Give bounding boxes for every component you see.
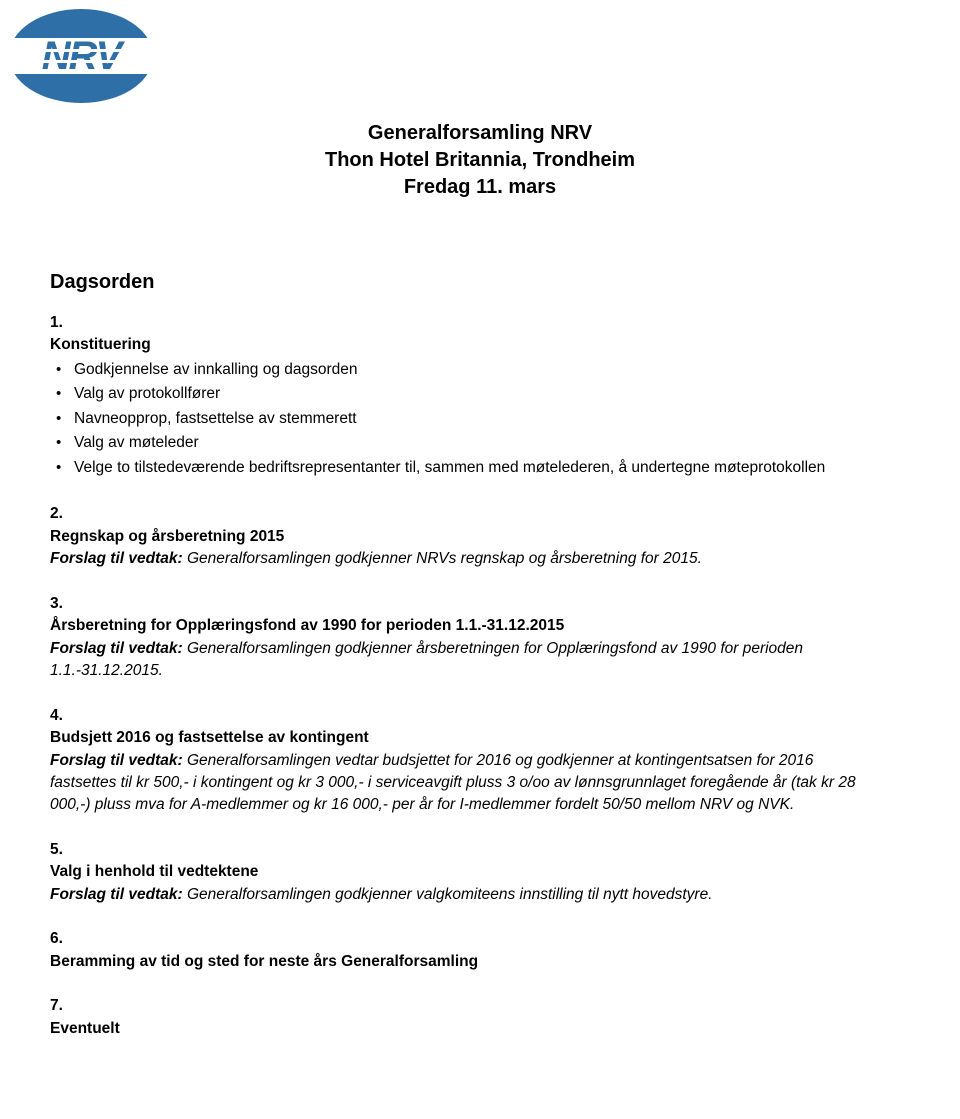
item-number: 5. bbox=[50, 839, 76, 861]
item-number: 4. bbox=[50, 705, 76, 727]
agenda-item-2: 2. Regnskap og årsberetning 2015 Forslag… bbox=[50, 503, 910, 570]
item-number: 7. bbox=[50, 995, 76, 1017]
agenda-item-4: 4. Budsjett 2016 og fastsettelse av kont… bbox=[50, 705, 910, 817]
item-title: Årsberetning for Opplæringsfond av 1990 … bbox=[50, 617, 564, 634]
proposal-label: Forslag til vedtak: bbox=[50, 640, 183, 657]
bullet: Navneopprop, fastsettelse av stemmerett bbox=[50, 408, 880, 430]
section-title-dagsorden: Dagsorden bbox=[50, 271, 910, 294]
svg-text:NRV: NRV bbox=[42, 34, 126, 78]
document-page: NRV Generalforsamling NRV Thon Hotel Bri… bbox=[0, 0, 960, 1119]
agenda-list: 1. Konstituering Godkjennelse av innkall… bbox=[50, 312, 910, 1040]
item-title: Eventuelt bbox=[50, 1020, 120, 1037]
document-header: Generalforsamling NRV Thon Hotel Britann… bbox=[50, 120, 910, 201]
proposal-label: Forslag til vedtak: bbox=[50, 886, 183, 903]
item-number: 1. bbox=[50, 312, 76, 334]
bullet: Godkjennelse av innkalling og dagsorden bbox=[50, 359, 880, 381]
item-title: Konstituering bbox=[50, 336, 151, 353]
nrv-logo: NRV bbox=[6, 6, 156, 111]
header-line-2: Thon Hotel Britannia, Trondheim bbox=[50, 147, 910, 174]
item-number: 2. bbox=[50, 503, 76, 525]
proposal-label: Forslag til vedtak: bbox=[50, 550, 183, 567]
agenda-item-6: 6. Beramming av tid og sted for neste år… bbox=[50, 928, 910, 973]
item-number: 6. bbox=[50, 928, 76, 950]
header-line-1: Generalforsamling NRV bbox=[50, 120, 910, 147]
proposal-text: Generalforsamlingen godkjenner NRVs regn… bbox=[183, 550, 702, 567]
header-line-3: Fredag 11. mars bbox=[50, 174, 910, 201]
bullet: Valg av protokollfører bbox=[50, 383, 880, 405]
item-title: Valg i henhold til vedtektene bbox=[50, 863, 258, 880]
item-number: 3. bbox=[50, 593, 76, 615]
item-title: Regnskap og årsberetning 2015 bbox=[50, 528, 284, 545]
item-title: Budsjett 2016 og fastsettelse av konting… bbox=[50, 729, 369, 746]
item-title: Beramming av tid og sted for neste års G… bbox=[50, 953, 478, 970]
bullet: Valg av møteleder bbox=[50, 432, 880, 454]
item-1-bullets: Godkjennelse av innkalling og dagsorden … bbox=[50, 359, 880, 479]
agenda-item-5: 5. Valg i henhold til vedtektene Forslag… bbox=[50, 839, 910, 906]
agenda-item-1: 1. Konstituering Godkjennelse av innkall… bbox=[50, 312, 910, 481]
agenda-item-3: 3. Årsberetning for Opplæringsfond av 19… bbox=[50, 593, 910, 683]
proposal-label: Forslag til vedtak: bbox=[50, 752, 183, 769]
agenda-item-7: 7. Eventuelt bbox=[50, 995, 910, 1040]
proposal-text: Generalforsamlingen godkjenner valgkomit… bbox=[183, 886, 713, 903]
bullet: Velge to tilstedeværende bedriftsreprese… bbox=[50, 457, 880, 479]
